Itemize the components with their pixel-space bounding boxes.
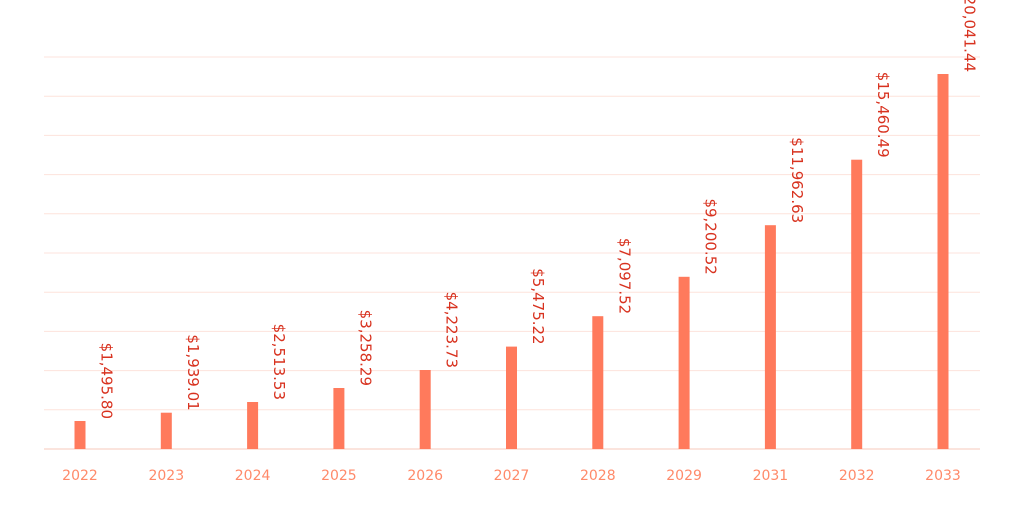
bar-2024 <box>247 402 259 449</box>
x-tick-label: 2028 <box>580 468 616 484</box>
gridlines <box>44 56 980 450</box>
data-label: $20,041.44 <box>961 0 979 72</box>
bar-2028 <box>592 316 604 449</box>
x-tick-label: 2027 <box>494 468 530 484</box>
data-label: $2,513.53 <box>270 324 288 400</box>
bars <box>74 74 949 449</box>
x-tick-label: 2022 <box>62 468 98 484</box>
bar-2026 <box>419 370 431 449</box>
x-tick-label: 2026 <box>407 468 443 484</box>
data-label: $7,097.52 <box>615 238 633 314</box>
bar-2022 <box>74 421 86 449</box>
bar-2029 <box>678 276 690 449</box>
x-axis-ticks: 2022 2023 2024 2025 2026 2027 2028 2029 2031 2032… <box>62 468 961 484</box>
data-label: $1,495.80 <box>98 343 116 419</box>
x-tick-label: 2032 <box>839 468 875 484</box>
bar-2031 <box>764 225 776 449</box>
bar-2032 <box>851 159 863 449</box>
data-labels: $1,495.80 $1,939.01 $2,513.53 $3,258.29 $4,2… <box>98 0 979 419</box>
bar-2023 <box>160 412 172 449</box>
x-tick-label: 2031 <box>753 468 789 484</box>
x-tick-label: 2023 <box>148 468 184 484</box>
bar-2025 <box>333 388 345 449</box>
data-label: $1,939.01 <box>184 334 202 410</box>
data-label: $15,460.49 <box>874 72 892 158</box>
x-tick-label: 2025 <box>321 468 357 484</box>
x-tick-label: 2029 <box>666 468 702 484</box>
data-label: $3,258.29 <box>356 310 374 386</box>
bar-2027 <box>506 346 517 449</box>
data-label: $11,962.63 <box>788 137 806 223</box>
x-tick-label: 2033 <box>925 468 961 484</box>
data-label: $9,200.52 <box>702 198 720 274</box>
data-label: $5,475.22 <box>529 268 547 344</box>
bar-2033 <box>937 74 949 449</box>
x-tick-label: 2024 <box>235 468 271 484</box>
data-label: $4,223.73 <box>443 292 461 368</box>
